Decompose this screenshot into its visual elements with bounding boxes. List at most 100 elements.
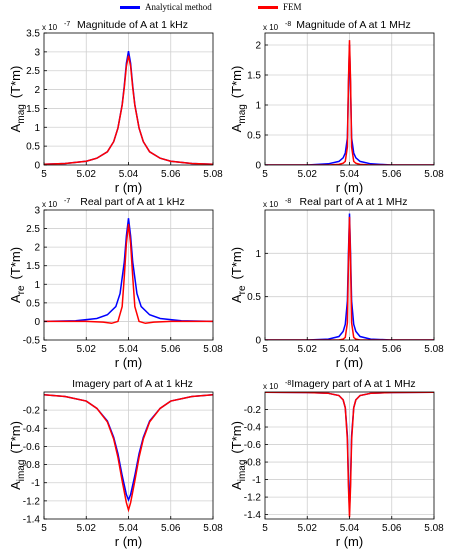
chart-title: Imagery part of A at 1 MHz bbox=[291, 378, 415, 390]
y-tick-label: -0.4 bbox=[23, 424, 41, 435]
y-label-subscript: imag bbox=[237, 460, 248, 482]
axis-multiplier: x 10 bbox=[42, 23, 58, 32]
y-tick-label: 1 bbox=[255, 101, 261, 112]
series-line-analytical bbox=[265, 213, 434, 340]
y-tick-label: 1 bbox=[255, 249, 261, 260]
axis-multiplier-exponent: -7 bbox=[64, 21, 70, 28]
y-label-unit: (T*m) bbox=[229, 421, 244, 454]
y-tick-label: 0 bbox=[255, 336, 261, 347]
y-tick-label: 3 bbox=[34, 206, 40, 217]
y-tick-label: 3.5 bbox=[26, 29, 40, 40]
y-axis-label: Amag (T*m) bbox=[229, 66, 248, 133]
legend-swatch-blue bbox=[120, 6, 140, 9]
x-tick-label: 5.06 bbox=[382, 523, 402, 534]
axis-multiplier-exponent: -7 bbox=[64, 198, 70, 205]
y-tick-label: 2 bbox=[34, 243, 40, 254]
chart-title: Magnitude of A at 1 MHz bbox=[296, 19, 410, 31]
x-tick-label: 5.08 bbox=[424, 523, 444, 534]
chart-title: Real part of A at 1 MHz bbox=[300, 196, 408, 208]
x-axis-label: r (m) bbox=[336, 355, 363, 370]
y-label-symbol: A bbox=[229, 123, 244, 132]
series-line-fem bbox=[265, 216, 434, 340]
y-axis-label: Are (T*m) bbox=[229, 247, 248, 303]
x-tick-label: 5.06 bbox=[161, 344, 181, 355]
y-tick-label: 0.5 bbox=[26, 142, 40, 153]
y-axis-label: Aimag (T*m) bbox=[229, 421, 248, 490]
y-label-unit: (T*m) bbox=[8, 421, 23, 454]
y-tick-label: 0.5 bbox=[247, 292, 261, 303]
y-axis-label: Aimag (T*m) bbox=[8, 421, 27, 490]
y-label-symbol: A bbox=[229, 481, 244, 490]
y-tick-label: -1 bbox=[31, 478, 40, 489]
y-tick-label: 2.5 bbox=[26, 66, 40, 77]
y-tick-label: -0.2 bbox=[244, 405, 262, 416]
x-tick-label: 5.04 bbox=[119, 344, 139, 355]
x-tick-label: 5.06 bbox=[161, 169, 181, 180]
x-tick-label: 5.02 bbox=[77, 344, 97, 355]
axis-multiplier: x 10 bbox=[42, 200, 58, 209]
chart-panel-4: 5 5.02 5.04 5.06 5.08 0 0.5 1 x 10 -8 Real part of… bbox=[229, 196, 444, 370]
y-label-subscript: re bbox=[16, 285, 27, 294]
series-line-analytical bbox=[44, 218, 213, 323]
y-label-symbol: A bbox=[8, 294, 23, 303]
x-tick-label: 5.02 bbox=[298, 344, 318, 355]
x-tick-label: 5.02 bbox=[77, 169, 97, 180]
y-tick-label: 1.5 bbox=[26, 104, 40, 115]
x-tick-label: 5.08 bbox=[424, 169, 444, 180]
chart-panel-3: 5 5.02 5.04 5.06 5.08 -0.5 0 0.5 1 1.5 2 2.5 3x 10 -7… bbox=[8, 196, 223, 370]
legend: Analytical method FEM bbox=[120, 1, 380, 13]
y-axis-label: Amag (T*m) bbox=[8, 66, 27, 133]
y-tick-label: 2 bbox=[34, 85, 40, 96]
x-tick-label: 5 bbox=[41, 344, 47, 355]
y-tick-label: 1.5 bbox=[247, 71, 261, 82]
y-label-subscript: mag bbox=[16, 104, 27, 123]
chart-title: Magnitude of A at 1 kHz bbox=[77, 19, 188, 31]
series-line-fem bbox=[44, 393, 213, 513]
x-tick-label: 5.08 bbox=[424, 344, 444, 355]
y-tick-label: -0.4 bbox=[244, 423, 262, 434]
x-tick-label: 5 bbox=[262, 169, 268, 180]
x-tick-label: 5.04 bbox=[119, 523, 139, 534]
y-tick-label: 1 bbox=[34, 123, 40, 134]
x-tick-label: 5.02 bbox=[77, 523, 97, 534]
chart-title: Real part of A at 1 kHz bbox=[80, 196, 184, 208]
y-tick-label: 1 bbox=[34, 280, 40, 291]
y-tick-label: -0.6 bbox=[23, 442, 41, 453]
chart-panel-1: 5 5.02 5.04 5.06 5.08 0 0.5 1 1.5 2 2.5 3 3.5x 10 -7 M… bbox=[8, 19, 223, 195]
x-tick-label: 5 bbox=[41, 523, 47, 534]
axis-multiplier-exponent: -8 bbox=[285, 198, 291, 205]
y-tick-label: 3 bbox=[34, 47, 40, 58]
x-tick-label: 5.04 bbox=[340, 523, 360, 534]
y-tick-label: -1.4 bbox=[244, 510, 262, 521]
x-axis-label: r (m) bbox=[336, 180, 363, 195]
y-label-subscript: re bbox=[237, 285, 248, 294]
y-tick-label: -0.5 bbox=[23, 336, 41, 347]
axis-multiplier-exponent: -8 bbox=[285, 21, 291, 28]
chart-panel-6: 5 5.02 5.04 5.06 5.08 -1.4 -1.2 -1 -0.8 -0.6 -0.4 -… bbox=[229, 378, 444, 549]
y-tick-label: -1.2 bbox=[23, 496, 41, 507]
y-label-unit: (T*m) bbox=[8, 66, 23, 99]
x-tick-label: 5.04 bbox=[119, 169, 139, 180]
x-tick-label: 5 bbox=[262, 523, 268, 534]
x-tick-label: 5 bbox=[41, 169, 47, 180]
x-tick-label: 5.08 bbox=[203, 523, 223, 534]
y-tick-label: -0.8 bbox=[244, 458, 262, 469]
axis-multiplier: x 10 bbox=[263, 200, 279, 209]
y-tick-label: -1.2 bbox=[244, 493, 262, 504]
series-line-fem bbox=[265, 40, 434, 165]
chart-title: Imagery part of A at 1 kHz bbox=[72, 378, 193, 390]
y-tick-label: -0.6 bbox=[244, 440, 262, 451]
y-tick-label: 2.5 bbox=[26, 224, 40, 235]
y-tick-label: 0.5 bbox=[26, 298, 40, 309]
x-axis-label: r (m) bbox=[336, 534, 363, 549]
y-tick-label: 0.5 bbox=[247, 131, 261, 142]
x-tick-label: 5 bbox=[262, 344, 268, 355]
y-label-symbol: A bbox=[8, 123, 23, 132]
y-tick-label: 1.5 bbox=[26, 261, 40, 272]
y-tick-label: -0.8 bbox=[23, 460, 41, 471]
x-tick-label: 5.02 bbox=[298, 523, 318, 534]
axis-multiplier: x 10 bbox=[263, 23, 279, 32]
y-label-symbol: A bbox=[8, 481, 23, 490]
y-tick-label: 0 bbox=[34, 317, 40, 328]
